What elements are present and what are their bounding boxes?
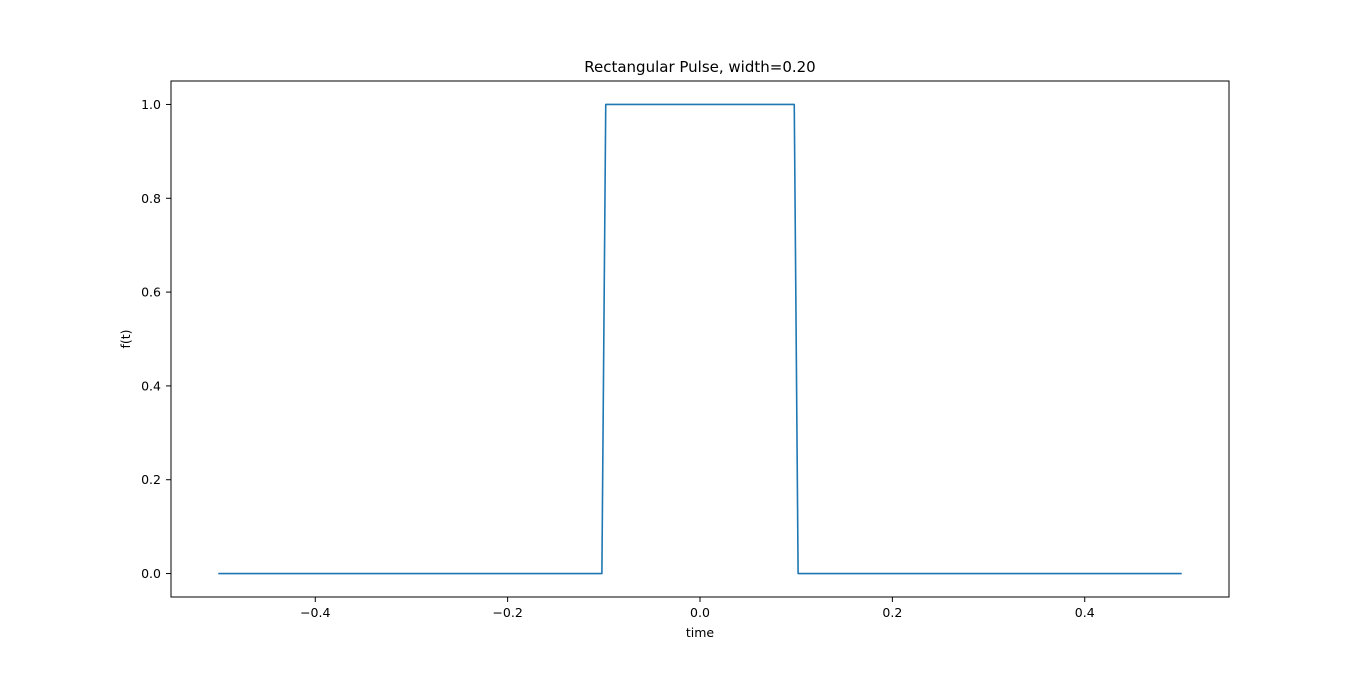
- x-axis-label: time: [686, 625, 715, 640]
- y-axis-label: f(t): [118, 329, 133, 348]
- axes-frame: [170, 80, 1230, 598]
- plot-area: [218, 103, 1182, 575]
- y-tick-label: 0.4: [141, 378, 161, 393]
- y-tick-label: 0.6: [141, 285, 161, 300]
- y-tick-label: 0.0: [141, 566, 161, 581]
- x-tick-label: −0.2: [492, 605, 522, 620]
- chart-title: Rectangular Pulse, width=0.20: [584, 58, 815, 76]
- x-tick-label: −0.4: [300, 605, 330, 620]
- y-tick-label: 1.0: [141, 97, 161, 112]
- x-tick-label: 0.4: [1075, 605, 1095, 620]
- series-line-0: [218, 103, 1182, 575]
- x-tick-label: 0.2: [882, 605, 902, 620]
- y-tick-label: 0.8: [141, 191, 161, 206]
- y-tick-label: 0.2: [141, 472, 161, 487]
- x-tick-label: 0.0: [690, 605, 710, 620]
- y-axis-ticks: 0.0 0.2 0.4 0.6 0.8 1.0: [141, 97, 171, 581]
- x-axis-ticks: −0.4 −0.2 0.0 0.2 0.4: [300, 597, 1095, 620]
